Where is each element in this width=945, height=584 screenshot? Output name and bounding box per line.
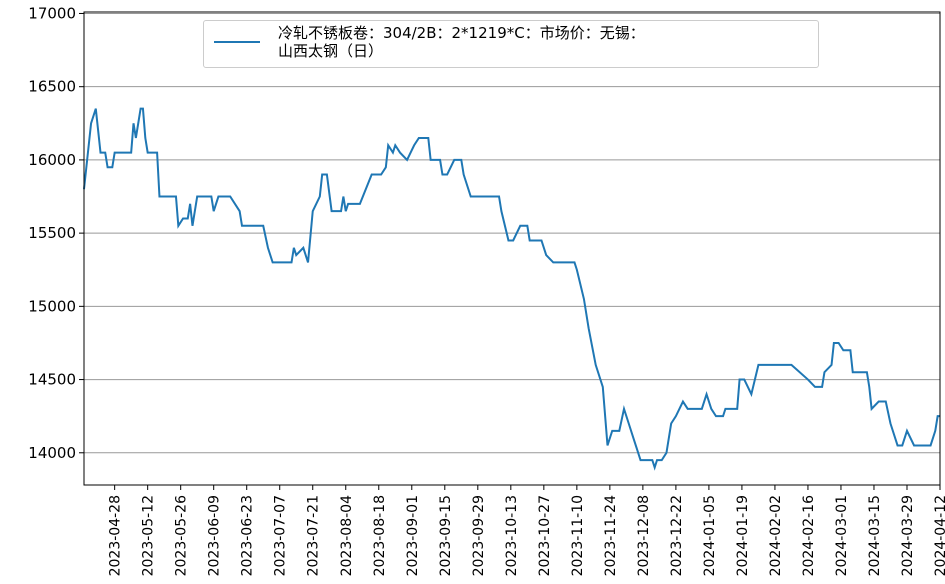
x-tick-label: 2023-04-28 [108, 495, 124, 576]
x-tick-label: 2023-09-15 [438, 495, 454, 576]
x-tick-label: 2023-11-10 [570, 495, 586, 576]
x-tick-label: 2024-02-16 [801, 495, 817, 576]
y-tick-label: 15500 [28, 224, 76, 242]
x-tick-label: 2023-09-01 [405, 495, 421, 576]
x-tick-label: 2024-03-29 [900, 495, 916, 576]
y-tick-label: 17000 [28, 4, 76, 22]
x-tick-label: 2024-04-12 [933, 495, 945, 576]
x-tick-label: 2023-09-29 [471, 495, 487, 576]
y-tick-label: 16000 [28, 151, 76, 169]
plot-frame [83, 11, 941, 486]
x-tick-label: 2023-05-12 [141, 495, 157, 576]
x-tick-label: 2023-07-21 [306, 495, 322, 576]
x-tick-label: 2023-10-27 [537, 495, 553, 576]
legend: 冷轧不锈板卷：304/2B：2*1219*C：市场价：无锡： 山西太钢（日） [203, 20, 819, 68]
x-tick-label: 2023-06-09 [207, 495, 223, 576]
x-tick-label: 2024-03-15 [867, 495, 883, 576]
y-tick-label: 14000 [28, 444, 76, 462]
series-line [83, 107, 940, 471]
y-tick-label: 16500 [28, 78, 76, 96]
x-tick-label: 2023-12-22 [669, 495, 685, 576]
legend-swatch [214, 41, 260, 43]
x-tick-label: 2024-02-02 [768, 495, 784, 576]
x-tick-label: 2023-07-07 [273, 495, 289, 576]
x-tick-label: 2023-05-26 [174, 495, 190, 576]
x-tick-label: 2023-08-18 [372, 495, 388, 576]
y-tick-label: 14500 [28, 371, 76, 389]
y-tick-label: 15000 [28, 297, 76, 315]
x-tick-label: 2024-01-05 [702, 495, 718, 576]
x-tick-label: 2023-11-24 [603, 495, 619, 576]
x-tick-label: 2024-01-19 [735, 495, 751, 576]
x-tick-label: 2023-10-13 [504, 495, 520, 576]
x-tick-label: 2023-08-04 [339, 495, 355, 576]
x-tick-label: 2023-06-23 [240, 495, 256, 576]
legend-label: 冷轧不锈板卷：304/2B：2*1219*C：市场价：无锡： 山西太钢（日） [278, 24, 645, 60]
x-tick-label: 2023-12-08 [636, 495, 652, 576]
x-tick-label: 2024-03-01 [834, 495, 850, 576]
